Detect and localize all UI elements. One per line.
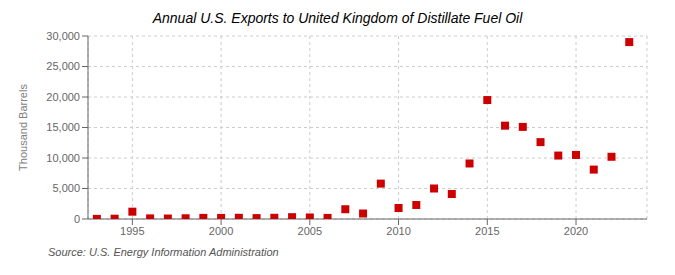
svg-text:2010: 2010 <box>386 225 410 237</box>
svg-text:5,000: 5,000 <box>52 182 80 194</box>
svg-text:25,000: 25,000 <box>46 60 80 72</box>
svg-text:30,000: 30,000 <box>46 30 80 42</box>
svg-text:0: 0 <box>74 213 80 225</box>
svg-text:15,000: 15,000 <box>46 121 80 133</box>
html-text:Annual U.S. Exports to United: Annual U.S. Exports to United Kingdom of… <box>152 10 523 26</box>
html-text:Source: U.S. Energy Informatio: Source: U.S. Energy Information Administ… <box>48 246 279 258</box>
svg-text:2000: 2000 <box>209 225 233 237</box>
svg-text:2015: 2015 <box>475 225 499 237</box>
svg-text:1995: 1995 <box>120 225 144 237</box>
svg-text:2020: 2020 <box>564 225 588 237</box>
svg-text:2005: 2005 <box>298 225 322 237</box>
svg-text:Thousand Barrels: Thousand Barrels <box>17 84 29 171</box>
svg-text:10,000: 10,000 <box>46 152 80 164</box>
svg-text:20,000: 20,000 <box>46 91 80 103</box>
